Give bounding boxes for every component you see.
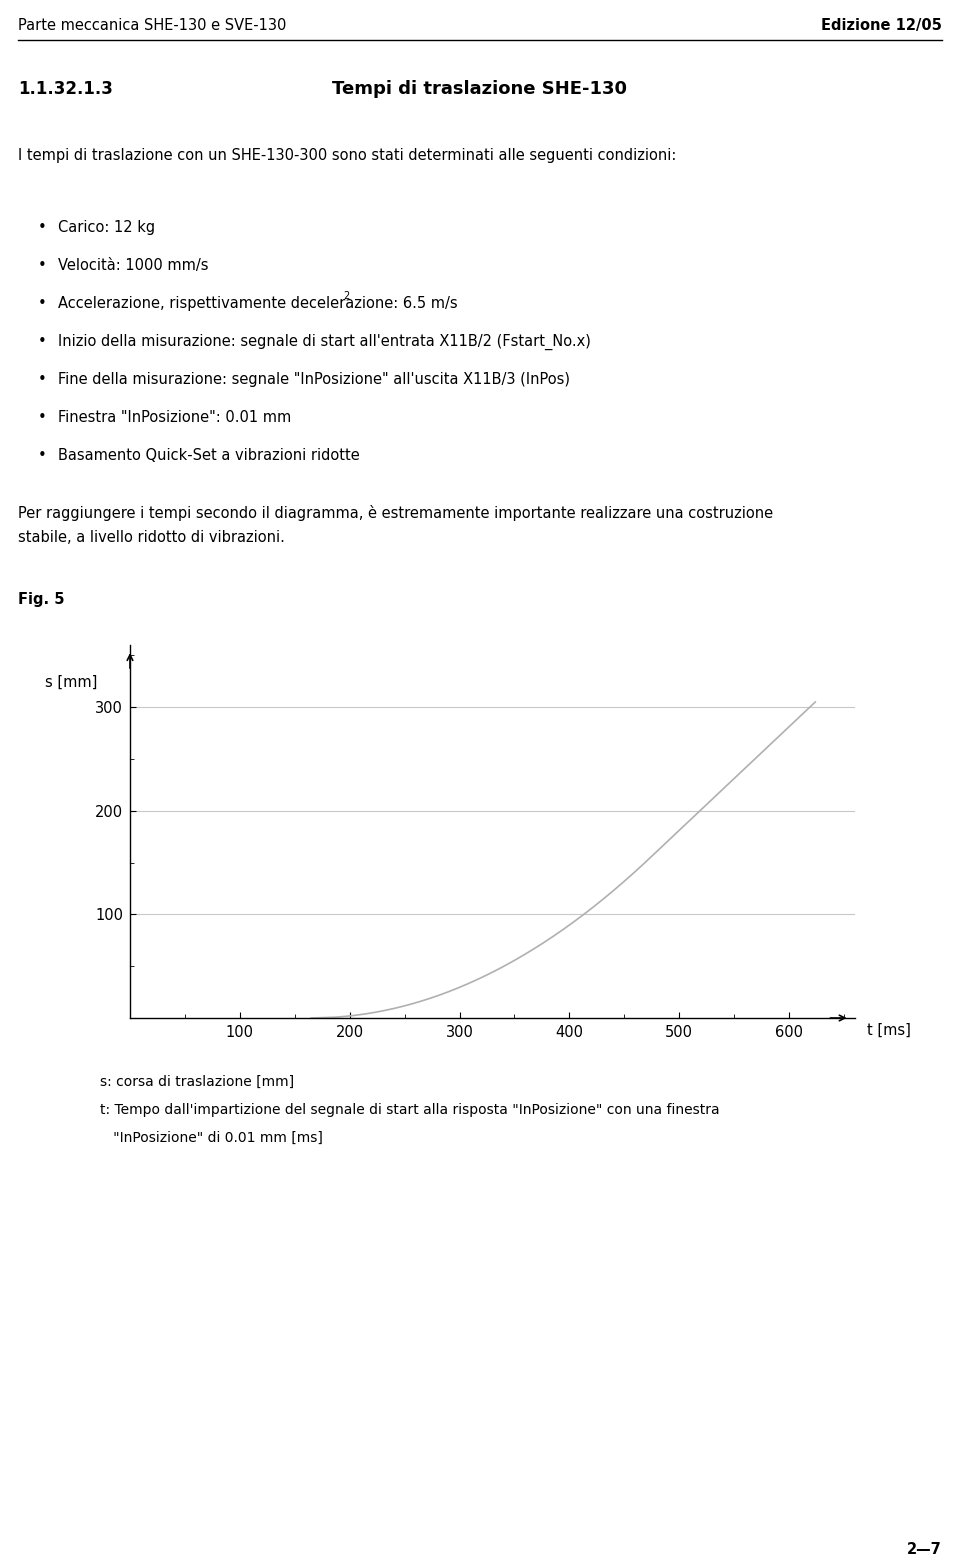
Text: Per raggiungere i tempi secondo il diagramma, è estremamente importante realizza: Per raggiungere i tempi secondo il diagr… — [18, 506, 773, 521]
Text: Accelerazione, rispettivamente decelerazione: 6.5 m/s: Accelerazione, rispettivamente deceleraz… — [58, 297, 458, 311]
Text: 1.1.32.1.3: 1.1.32.1.3 — [18, 80, 113, 98]
Text: Fine della misurazione: segnale "InPosizione" all'uscita X11B/3 (InPos): Fine della misurazione: segnale "InPosiz… — [58, 372, 570, 387]
Text: •: • — [38, 372, 47, 387]
Text: •: • — [38, 411, 47, 425]
Text: 2: 2 — [343, 290, 349, 301]
Text: Carico: 12 kg: Carico: 12 kg — [58, 220, 156, 236]
Text: •: • — [38, 297, 47, 311]
Text: Inizio della misurazione: segnale di start all'entrata X11B/2 (Fstart_No.x): Inizio della misurazione: segnale di sta… — [58, 334, 590, 350]
Text: •: • — [38, 258, 47, 273]
Text: Parte meccanica SHE-130 e SVE-130: Parte meccanica SHE-130 e SVE-130 — [18, 19, 286, 33]
Text: s: corsa di traslazione [mm]: s: corsa di traslazione [mm] — [100, 1076, 294, 1090]
Text: 2—7: 2—7 — [907, 1542, 942, 1556]
Text: •: • — [38, 334, 47, 350]
Text: I tempi di traslazione con un SHE-130-300 sono stati determinati alle seguenti c: I tempi di traslazione con un SHE-130-30… — [18, 148, 677, 162]
Text: Finestra "InPosizione": 0.01 mm: Finestra "InPosizione": 0.01 mm — [58, 411, 291, 425]
Text: t [ms]: t [ms] — [867, 1022, 911, 1038]
Text: •: • — [38, 220, 47, 236]
Text: "InPosizione" di 0.01 mm [ms]: "InPosizione" di 0.01 mm [ms] — [100, 1132, 323, 1146]
Text: Basamento Quick-Set a vibrazioni ridotte: Basamento Quick-Set a vibrazioni ridotte — [58, 448, 360, 464]
Text: s [mm]: s [mm] — [45, 674, 97, 690]
Text: Tempi di traslazione SHE-130: Tempi di traslazione SHE-130 — [332, 80, 628, 98]
Text: •: • — [38, 448, 47, 464]
Text: Fig. 5: Fig. 5 — [18, 592, 64, 607]
Text: Edizione 12/05: Edizione 12/05 — [821, 19, 942, 33]
Text: t: Tempo dall'impartizione del segnale di start alla risposta "InPosizione" con : t: Tempo dall'impartizione del segnale d… — [100, 1104, 720, 1118]
Text: stabile, a livello ridotto di vibrazioni.: stabile, a livello ridotto di vibrazioni… — [18, 531, 285, 545]
Text: Velocità: 1000 mm/s: Velocità: 1000 mm/s — [58, 258, 208, 273]
